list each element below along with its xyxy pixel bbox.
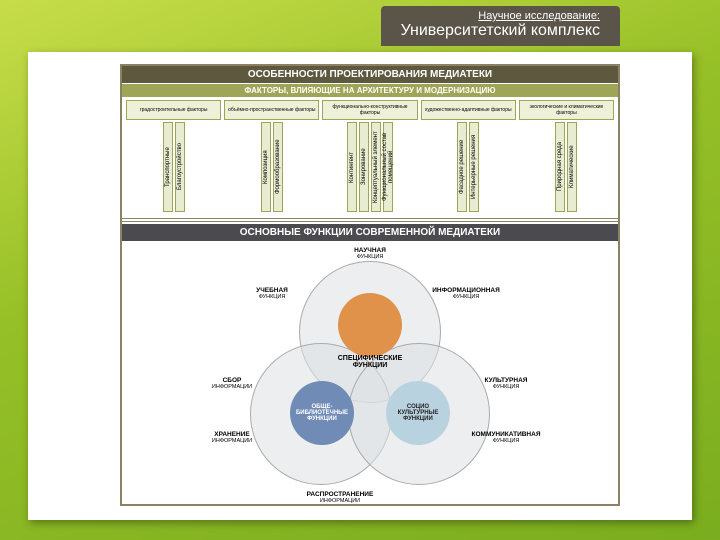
outer-title: КОММУНИКАТИВНАЯ xyxy=(472,431,541,438)
outer-bl: ХРАНЕНИЕ ИНФОРМАЦИИ xyxy=(192,431,272,444)
outer-top: НАУЧНАЯ ФУНКЦИЯ xyxy=(330,247,410,260)
header-line1: Научное исследование: xyxy=(401,10,600,22)
outer-sub: ИНФОРМАЦИИ xyxy=(192,384,272,390)
outer-tl: УЧЕБНАЯ ФУНКЦИЯ xyxy=(232,287,312,300)
core-bl: ОБЩЕ-БИБЛИОТЕЧНЫЕ ФУНКЦИИ xyxy=(290,381,354,445)
diagram-frame: ОСОБЕННОСТИ ПРОЕКТИРОВАНИЯ МЕДИАТЕКИ ФАК… xyxy=(120,64,620,506)
outer-title: ХРАНЕНИЕ xyxy=(214,431,250,438)
core-top xyxy=(338,293,402,357)
outer-mr: КУЛЬТУРНАЯ ФУНКЦИЯ xyxy=(466,377,546,390)
factor-group: художественно-адаптивные факторы xyxy=(421,100,516,120)
vert-item: Концептуальный элемент xyxy=(371,122,381,212)
vert-item: Зонирование xyxy=(359,122,369,212)
vert-item: Функциональный состав помещений xyxy=(383,122,393,212)
vert-item: Климатические xyxy=(567,122,577,212)
outer-sub: ФУНКЦИЯ xyxy=(466,384,546,390)
outer-ml: СБОР ИНФОРМАЦИИ xyxy=(192,377,272,390)
center-label: СПЕЦИФИЧЕСКИЕ ФУНКЦИИ xyxy=(334,355,406,369)
header-tab: Научное исследование: Университетский ко… xyxy=(381,6,620,46)
outer-title: ИНФОРМАЦИОННАЯ xyxy=(432,287,500,294)
factor-group: объёмно-пространственные факторы xyxy=(224,100,319,120)
outer-bot: РАСПРОСТРАНЕНИЕ ИНФОРМАЦИИ xyxy=(280,491,400,504)
section2-title: ОСНОВНЫЕ ФУНКЦИИ СОВРЕМЕННОЙ МЕДИАТЕКИ xyxy=(122,224,618,241)
outer-title: УЧЕБНАЯ xyxy=(256,287,288,294)
outer-sub: ФУНКЦИЯ xyxy=(426,294,506,300)
vert-item: Транспортные xyxy=(163,122,173,212)
outer-title: КУЛЬТУРНАЯ xyxy=(485,377,528,384)
header-line2: Университетский комплекс xyxy=(401,22,600,40)
factor-group: градостроительные факторы xyxy=(126,100,221,120)
vert-item: Благоустройство xyxy=(175,122,185,212)
section1-subtitle: ФАКТОРЫ, ВЛИЯЮЩИЕ НА АРХИТЕКТУРУ И МОДЕР… xyxy=(122,84,618,97)
section1-title: ОСОБЕННОСТИ ПРОЕКТИРОВАНИЯ МЕДИАТЕКИ xyxy=(122,66,618,83)
vert-item: Фасадное решение xyxy=(457,122,467,212)
outer-br: КОММУНИКАТИВНАЯ ФУНКЦИЯ xyxy=(466,431,546,444)
divider xyxy=(122,218,618,222)
factor-group: функционально-конструктивные факторы xyxy=(322,100,417,120)
factor-group: экологические и климатические факторы xyxy=(519,100,614,120)
venn-wrap: ОБЩЕ-БИБЛИОТЕЧНЫЕ ФУНКЦИИ СОЦИО КУЛЬТУРН… xyxy=(240,253,500,503)
outer-sub: ИНФОРМАЦИИ xyxy=(192,438,272,444)
venn-area: ОБЩЕ-БИБЛИОТЕЧНЫЕ ФУНКЦИИ СОЦИО КУЛЬТУРН… xyxy=(122,242,618,504)
outer-sub: ФУНКЦИЯ xyxy=(466,438,546,444)
vertical-row: Транспортные Благоустройство Композиция … xyxy=(126,122,614,214)
outer-title: СБОР xyxy=(223,377,242,384)
vert-item: Композиция xyxy=(261,122,271,212)
vert-item: Формообразование xyxy=(273,122,283,212)
vert-item: Природная среда xyxy=(555,122,565,212)
outer-title: РАСПРОСТРАНЕНИЕ xyxy=(307,491,374,498)
outer-title: НАУЧНАЯ xyxy=(354,247,386,254)
vert-item: Контингент xyxy=(347,122,357,212)
outer-sub: ФУНКЦИЯ xyxy=(232,294,312,300)
core-br: СОЦИО КУЛЬТУРНЫЕ ФУНКЦИИ xyxy=(386,381,450,445)
outer-sub: ИНФОРМАЦИИ xyxy=(280,498,400,504)
canvas: ОСОБЕННОСТИ ПРОЕКТИРОВАНИЯ МЕДИАТЕКИ ФАК… xyxy=(28,52,692,520)
vert-item: Интерьерные решения xyxy=(469,122,479,212)
outer-sub: ФУНКЦИЯ xyxy=(330,254,410,260)
outer-tr: ИНФОРМАЦИОННАЯ ФУНКЦИЯ xyxy=(426,287,506,300)
factor-row: градостроительные факторы объёмно-простр… xyxy=(126,100,614,120)
